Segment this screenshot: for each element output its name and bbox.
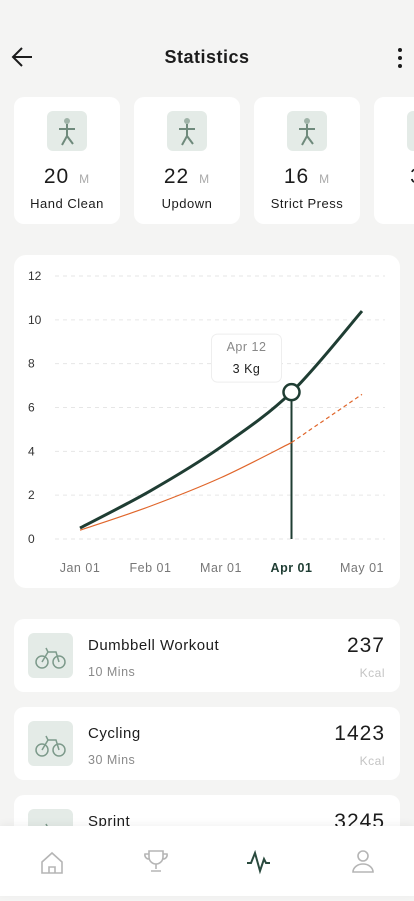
more-button[interactable] [390, 46, 410, 70]
icon [35, 647, 66, 669]
exercise-card[interactable]: 3M Med [374, 97, 414, 224]
nav-icons [41, 849, 374, 875]
y-tick-label: 0 [28, 532, 35, 546]
activity-icon [28, 721, 73, 766]
exercise-icon [407, 111, 414, 151]
y-tick-label: 8 [28, 357, 35, 371]
tooltip-value: 3 Kg [233, 362, 261, 376]
unit: M [319, 172, 331, 186]
exercise-cards: 20 M Hand Clean 22 M Updown 16 M Strict Press 3M M… [14, 97, 414, 225]
icon [35, 735, 66, 757]
nav-home[interactable] [41, 851, 63, 874]
value: 3 [410, 165, 414, 188]
activity-duration: 10 Mins [88, 665, 136, 679]
tooltip: Apr 12 3 Kg [211, 333, 282, 383]
value: 16 [283, 165, 310, 188]
header: Statistics [0, 30, 414, 86]
x-tick-label: May 01 [340, 561, 384, 575]
value: 22 [163, 165, 190, 188]
activity-name: Sprint [88, 813, 131, 830]
exercise-card[interactable]: 16 M Strict Press [254, 97, 360, 224]
y-tick-label: 4 [28, 444, 35, 458]
nav-activity[interactable] [247, 849, 270, 875]
line-series [79, 310, 364, 530]
activity-name: Cycling [88, 725, 141, 742]
activity-unit: Kcal [359, 754, 385, 768]
line-series [79, 442, 292, 531]
exercise-label: Updown [161, 196, 213, 211]
highlight-point [282, 382, 301, 402]
tooltip-box [211, 333, 282, 383]
x-tick-label: Feb 01 [130, 561, 172, 575]
exercise-card[interactable]: 20 M Hand Clean [14, 97, 120, 224]
exercise-value: 16 M [254, 165, 360, 189]
activity-card[interactable]: Dumbbell Workout 10 Mins 237 Kcal [14, 619, 400, 692]
exercise-value: 20 M [14, 165, 120, 189]
exercise-value: 22 M [134, 165, 240, 189]
x-tick-label: Apr 01 [271, 561, 313, 575]
x-tick-label: Jan 01 [60, 561, 101, 575]
activity-duration: 30 Mins [88, 753, 136, 767]
tooltip-date: Apr 12 [227, 340, 267, 354]
figure [59, 118, 75, 146]
activity-card[interactable]: Cycling 30 Mins 1423 Kcal [14, 707, 400, 780]
figure [407, 111, 414, 151]
y-tick-label: 12 [28, 269, 42, 283]
exercise-icon [47, 111, 87, 151]
figure [179, 118, 195, 146]
exercise-label: Hand Clean [30, 196, 104, 211]
nav-profile[interactable] [352, 850, 374, 873]
exercise-card[interactable]: 22 M Updown [134, 97, 240, 224]
bottom-nav [0, 826, 414, 896]
figure [299, 118, 315, 146]
y-tick-label: 2 [28, 488, 35, 502]
y-tick-label: 10 [28, 313, 42, 327]
exercise-value: 3M [374, 165, 414, 189]
activity-name: Dumbbell Workout [88, 637, 220, 654]
activity-unit: Kcal [359, 666, 385, 680]
y-tick-label: 6 [28, 401, 35, 415]
exercise-icon [287, 111, 327, 151]
chart-card: 0 2 4 6 8 10 12 Jan 01 Feb 01 Mar 01 Apr 01 May 01 A… [14, 255, 400, 588]
value: 20 [43, 165, 70, 188]
x-tick-label: Mar 01 [200, 561, 242, 575]
exercise-label: Strict Press [270, 196, 344, 211]
unit: M [199, 172, 211, 186]
line-series [291, 393, 363, 444]
exercise-label: Med [374, 196, 414, 211]
activity-value: 237 [346, 634, 385, 657]
activity-value: 1423 [334, 722, 385, 745]
activity-icon [28, 633, 73, 678]
page-title: Statistics [164, 47, 250, 67]
exercise-icon [167, 111, 207, 151]
chart: 0 2 4 6 8 10 12 Jan 01 Feb 01 Mar 01 Apr 01 May 01 A… [28, 269, 385, 575]
nav-trophy[interactable] [144, 850, 168, 872]
back-button[interactable] [10, 44, 36, 70]
unit: M [79, 172, 91, 186]
